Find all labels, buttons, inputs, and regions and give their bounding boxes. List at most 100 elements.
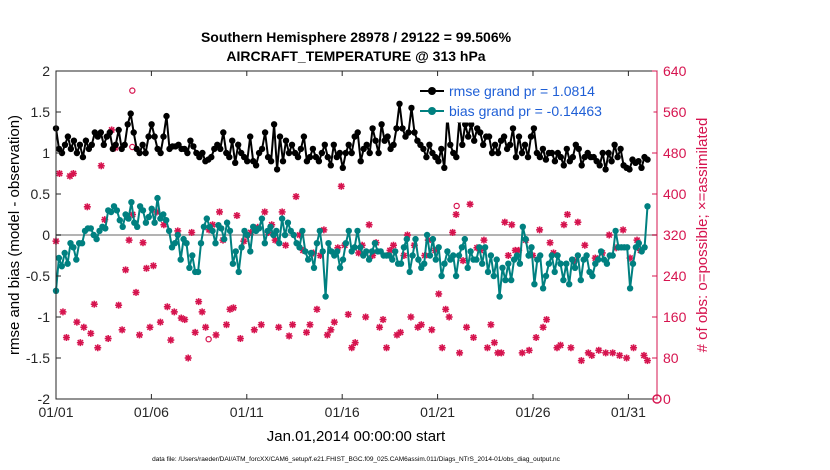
rmse-point <box>384 133 391 140</box>
rmse-point <box>596 162 603 169</box>
rmse-point <box>563 145 570 153</box>
bias-point <box>571 264 579 271</box>
bias-point <box>595 256 602 263</box>
rmse-point <box>578 162 585 169</box>
bias-point <box>244 231 251 239</box>
rmse-point <box>393 125 400 132</box>
bias-point <box>296 244 303 251</box>
rmse-point <box>372 137 379 144</box>
bias-point <box>490 272 497 280</box>
bias-point <box>641 244 648 251</box>
obs-count-point <box>456 349 464 357</box>
rmse-point <box>390 141 397 148</box>
bias-point <box>116 217 124 224</box>
rmse-point <box>88 141 96 148</box>
bias-point <box>473 256 480 263</box>
obs-count-point <box>459 257 467 265</box>
obs-count-point <box>139 239 147 247</box>
bias-point <box>322 293 329 300</box>
rmse-point <box>229 137 236 144</box>
bias-point <box>531 281 538 288</box>
obs-count-point <box>222 321 230 329</box>
obs-count-point <box>581 241 589 249</box>
bias-point <box>186 264 193 271</box>
rmse-point <box>569 153 576 161</box>
rmse-point <box>345 141 352 148</box>
bias-point <box>134 223 141 230</box>
rmse-point <box>106 129 114 136</box>
rmse-point <box>127 110 134 117</box>
bias-point <box>232 248 239 255</box>
bias-point <box>551 268 558 276</box>
rmse-point <box>509 125 517 132</box>
bias-point <box>238 244 245 251</box>
y-left-tick-label: 1 <box>42 145 50 161</box>
rmse-point <box>297 145 305 153</box>
chart-title-line2: AIRCRAFT_TEMPERATURE @ 313 hPa <box>226 48 485 64</box>
bias-point <box>113 207 121 214</box>
rmse-point <box>512 153 520 161</box>
rmse-point <box>363 141 370 148</box>
obs-count-point <box>525 346 533 354</box>
obs-count-point <box>546 239 554 247</box>
rmse-point <box>282 137 290 144</box>
rmse-point <box>64 133 72 140</box>
obs-count-point <box>389 241 397 249</box>
right-y-axis-ticks: 0 80 160 240 320 400 480 560 640 <box>652 63 687 407</box>
rmse-point <box>411 129 418 136</box>
rmse-point <box>521 141 529 148</box>
rmse-point <box>441 164 448 171</box>
rmse-point <box>324 153 331 161</box>
rmse-point <box>644 156 651 163</box>
rmse-point <box>605 149 612 157</box>
rmse-point <box>208 153 215 161</box>
bias-point <box>93 235 100 243</box>
y-right-tick-label: 80 <box>663 350 679 366</box>
rmse-point <box>273 166 281 173</box>
obs-count-point <box>323 331 331 339</box>
rmse-point <box>542 156 550 163</box>
bias-point <box>125 215 132 222</box>
rmse-point <box>321 141 328 148</box>
y-right-tick-label: 480 <box>663 145 687 161</box>
rmse-point <box>459 141 466 148</box>
rmse-point <box>435 158 442 165</box>
rmse-point <box>285 149 293 157</box>
x-tick-label: 01/11 <box>230 404 264 420</box>
obs-count-point <box>588 351 596 359</box>
obs-count-point <box>480 236 488 244</box>
left-y-axis-ticks: -2 -1.5 -1 -0.5 0 0.5 1 1.5 2 <box>26 63 61 407</box>
rmse-point <box>318 149 326 157</box>
bias-point <box>505 260 512 267</box>
bias-point <box>502 276 509 284</box>
bias-point <box>281 231 289 239</box>
rmse-point <box>638 164 645 171</box>
bias-point <box>351 244 358 251</box>
obs-count-point <box>167 336 175 344</box>
bias-point <box>371 240 379 247</box>
obs-possible-marker <box>129 87 136 94</box>
rmse-point <box>342 149 349 157</box>
rmse-point <box>58 149 66 157</box>
rmse-point <box>426 141 433 148</box>
rmse-point <box>330 141 337 148</box>
rmse-point <box>491 141 499 148</box>
rmse-point <box>145 133 152 140</box>
bias-point <box>423 231 431 239</box>
bias-point <box>496 293 503 300</box>
obs-count-point <box>163 303 171 311</box>
rmse-point <box>190 143 197 150</box>
bias-point <box>554 252 561 259</box>
obs-count-point <box>577 357 585 365</box>
bias-point <box>235 268 242 276</box>
obs-count-point <box>236 335 244 343</box>
bias-point <box>415 256 422 263</box>
bias-point <box>365 256 373 263</box>
bias-point <box>568 256 576 263</box>
x-tick-label: 01/26 <box>515 404 550 420</box>
rmse-point <box>366 149 373 157</box>
rmse-point <box>235 141 242 148</box>
obs-count-point <box>539 323 547 331</box>
rmse-point <box>357 158 364 165</box>
rmse-point <box>524 153 532 161</box>
